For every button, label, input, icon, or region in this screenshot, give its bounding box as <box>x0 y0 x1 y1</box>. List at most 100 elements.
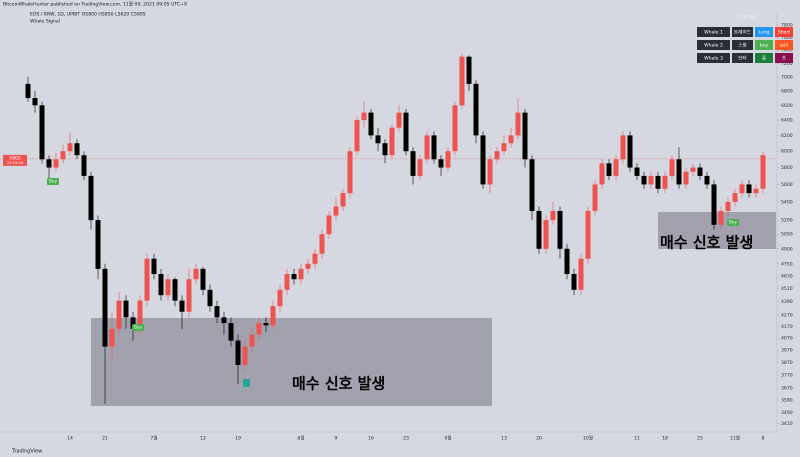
candle-body <box>725 201 731 211</box>
candle-body <box>662 175 668 189</box>
y-tick-label: 7600 <box>781 35 793 41</box>
y-tick-label: 6000 <box>781 149 793 155</box>
annotation: 매수 신호 발생 <box>292 375 385 393</box>
cell <box>775 53 793 63</box>
candle-body <box>382 143 388 156</box>
candle-body <box>627 135 633 168</box>
candle-body <box>368 112 374 136</box>
y-tick-label: 3770 <box>781 373 793 379</box>
zones <box>91 212 776 406</box>
candle-body <box>753 188 759 194</box>
candle-body <box>221 317 227 324</box>
candle-body <box>200 268 206 290</box>
cell-text: 트레이드 <box>734 29 751 36</box>
candle-body <box>326 215 332 235</box>
candle-body <box>123 300 129 318</box>
y-tick-label: 5400 <box>781 199 793 205</box>
candle-body <box>25 83 31 99</box>
candle-body <box>641 175 647 185</box>
candle-body <box>459 56 465 106</box>
cell <box>732 40 753 50</box>
signal-marker: Buy <box>132 324 144 331</box>
cell-text: sell <box>780 43 788 49</box>
y-tick-label: 4900 <box>781 246 793 252</box>
y-tick-label: 3410 <box>781 421 793 427</box>
x-tick-label: 23 <box>403 436 409 442</box>
y-tick-label: 3580 <box>781 398 793 404</box>
y-tick-label: 6200 <box>781 133 793 139</box>
candle-body <box>592 184 598 211</box>
x-tick-label: 11 <box>634 436 640 442</box>
x-tick-label: 14 <box>67 436 73 442</box>
candle-body <box>613 159 619 176</box>
candle-body <box>578 258 584 290</box>
candle-body <box>424 135 430 160</box>
candle-body <box>298 268 304 280</box>
candle-body <box>74 143 80 156</box>
candle-body <box>403 112 409 152</box>
plot: 7800 7600 7400 7200 7000 6800 6600 6400 6200 6000… <box>0 22 793 442</box>
candle-body <box>375 135 381 144</box>
x-tick-label: 19 <box>235 436 241 442</box>
candle-body <box>102 268 108 347</box>
candle-body <box>144 258 150 301</box>
y-tick-label: 4510 <box>781 286 793 292</box>
price-tag-label: 5905 <box>9 155 21 161</box>
candle-body <box>445 151 451 168</box>
candle-body <box>711 184 717 225</box>
y-tick-label: 6800 <box>781 88 793 94</box>
candle-body <box>508 135 514 144</box>
candle-body <box>39 105 45 160</box>
candle-body <box>683 171 689 185</box>
y-tick-label: 5800 <box>781 165 793 171</box>
cell-text: Long <box>758 30 769 36</box>
candle-body <box>228 323 234 341</box>
y-tick-label: 5050 <box>781 232 793 238</box>
candle-body <box>158 274 164 296</box>
cell-text: buy <box>760 43 769 49</box>
candle-body <box>396 112 402 128</box>
candle-body <box>186 279 192 312</box>
cell <box>775 40 793 50</box>
candle-body <box>550 210 556 221</box>
cell-text: 단타 <box>738 55 747 62</box>
candle-body <box>207 289 213 307</box>
candle-body <box>270 306 276 326</box>
y-tick-label: 7800 <box>781 22 793 28</box>
x-tick-label: 20 <box>536 436 542 442</box>
candle-body <box>46 159 52 168</box>
candle-body <box>634 167 640 176</box>
annotation: 매수 신호 발생 <box>660 234 753 252</box>
x-tick-label: 8월 <box>297 435 304 442</box>
y-tick-label: 7000 <box>781 74 793 80</box>
cell-text: Whale 1 <box>704 30 723 36</box>
y-tick-label: 4750 <box>781 261 793 267</box>
x-tick-label: 21 <box>102 436 108 442</box>
candle-body <box>466 56 472 84</box>
candle-body <box>494 151 500 160</box>
candle-body <box>410 151 416 176</box>
candle-body <box>312 253 318 264</box>
y-tick-label: 3970 <box>781 348 793 354</box>
candle-body <box>431 135 437 160</box>
x-tick-label: 12 <box>200 436 206 442</box>
candle-body <box>501 143 507 152</box>
candle-body <box>81 155 87 176</box>
cell-text: 숏 <box>782 55 786 62</box>
candle-body <box>95 220 101 269</box>
y-tick-label: 3870 <box>781 360 793 366</box>
price-countdown: 23:24:46 <box>7 161 24 165</box>
y-tick-label: 4070 <box>781 336 793 342</box>
candle-body <box>389 127 395 156</box>
signal-label: Buy <box>49 179 57 184</box>
cell-text: 롱 <box>762 56 766 62</box>
candle-body <box>529 159 535 211</box>
candle-body <box>746 184 752 194</box>
candle-body <box>620 135 626 160</box>
candle-body <box>284 274 290 290</box>
zone-box <box>91 318 492 406</box>
candle-body <box>172 279 178 301</box>
y-tick-label: 6600 <box>781 103 793 109</box>
